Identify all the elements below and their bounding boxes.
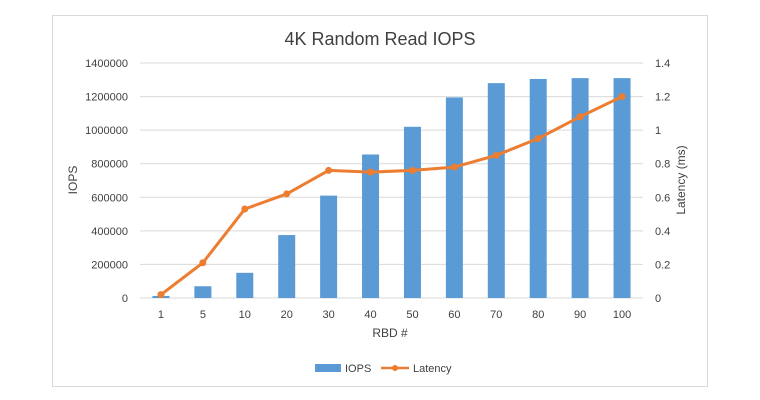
y-tick-label: 600000 [91, 192, 128, 204]
iops-bar [613, 78, 631, 298]
iops-bar [529, 78, 547, 298]
y2-axis-title: Latency (ms) [674, 145, 688, 214]
latency-line [157, 93, 626, 299]
iops-bar [236, 272, 254, 298]
iops-bar [362, 154, 380, 298]
iops-bar [445, 97, 463, 299]
right-axis-ticks: 0 0.2 0.4 0.6 0.8 1 1.2 1.4 [655, 58, 670, 305]
y-tick-label: 1200000 [85, 92, 128, 104]
legend: IOPS Latency [315, 363, 452, 375]
y-tick-label: 400000 [91, 226, 128, 238]
x-tick-label: 100 [613, 309, 631, 321]
y-tick-label: 200000 [91, 259, 128, 271]
y-axis-title: IOPS [66, 166, 80, 195]
x-tick-label: 70 [490, 309, 502, 321]
iops-bar [571, 78, 589, 298]
legend-latency-label: Latency [413, 363, 452, 375]
legend-iops-label: IOPS [345, 363, 371, 375]
latency-point [534, 135, 542, 143]
x-tick-label: 50 [406, 309, 418, 321]
latency-point [283, 190, 291, 198]
chart-frame [52, 15, 708, 387]
latency-polyline [160, 95, 623, 296]
y-tick-label: 1000000 [85, 125, 128, 137]
latency-point [492, 151, 500, 159]
x-tick-label: 1 [158, 309, 164, 321]
x-tick-label: 20 [281, 309, 293, 321]
y2-tick-label: 0.4 [655, 226, 670, 238]
y2-tick-label: 1 [655, 125, 661, 137]
y2-tick-label: 0.6 [655, 192, 670, 204]
y2-tick-label: 0.8 [655, 159, 670, 171]
x-tick-label: 90 [574, 309, 586, 321]
legend-iops-swatch [315, 364, 341, 372]
legend-latency-marker [392, 365, 398, 371]
iops-bar [487, 83, 505, 299]
y2-tick-label: 1.2 [655, 92, 670, 104]
latency-point [325, 166, 333, 174]
latency-point [241, 205, 249, 213]
iops-bar [278, 235, 296, 298]
x-tick-label: 60 [448, 309, 460, 321]
latency-point [450, 163, 458, 171]
iops-bars [152, 78, 631, 299]
chart-title: 4K Random Read IOPS [284, 29, 475, 49]
latency-point [618, 93, 626, 101]
x-tick-label: 40 [364, 309, 376, 321]
y-tick-label: 800000 [91, 159, 128, 171]
x-tick-label: 10 [239, 309, 251, 321]
y-tick-label: 0 [122, 293, 128, 305]
y2-tick-label: 0.2 [655, 259, 670, 271]
y2-tick-label: 0 [655, 293, 661, 305]
latency-point [576, 113, 584, 121]
y-tick-label: 1400000 [85, 58, 128, 70]
x-tick-label: 5 [200, 309, 206, 321]
x-axis-ticks: 1 5 10 20 30 40 50 60 70 80 90 100 [158, 309, 631, 321]
x-axis-title: RBD # [372, 326, 408, 340]
latency-point [157, 291, 165, 299]
x-tick-label: 30 [323, 309, 335, 321]
gridlines [140, 62, 643, 299]
latency-point [367, 168, 375, 176]
iops-bar [403, 126, 421, 299]
left-axis-ticks: 0 200000 400000 600000 800000 1000000 1200000 1… [85, 58, 128, 305]
iops-bar [194, 286, 212, 298]
y2-tick-label: 1.4 [655, 58, 670, 70]
latency-point [199, 259, 207, 267]
x-tick-label: 80 [532, 309, 544, 321]
iops-bar [320, 195, 338, 298]
latency-point [408, 166, 416, 174]
